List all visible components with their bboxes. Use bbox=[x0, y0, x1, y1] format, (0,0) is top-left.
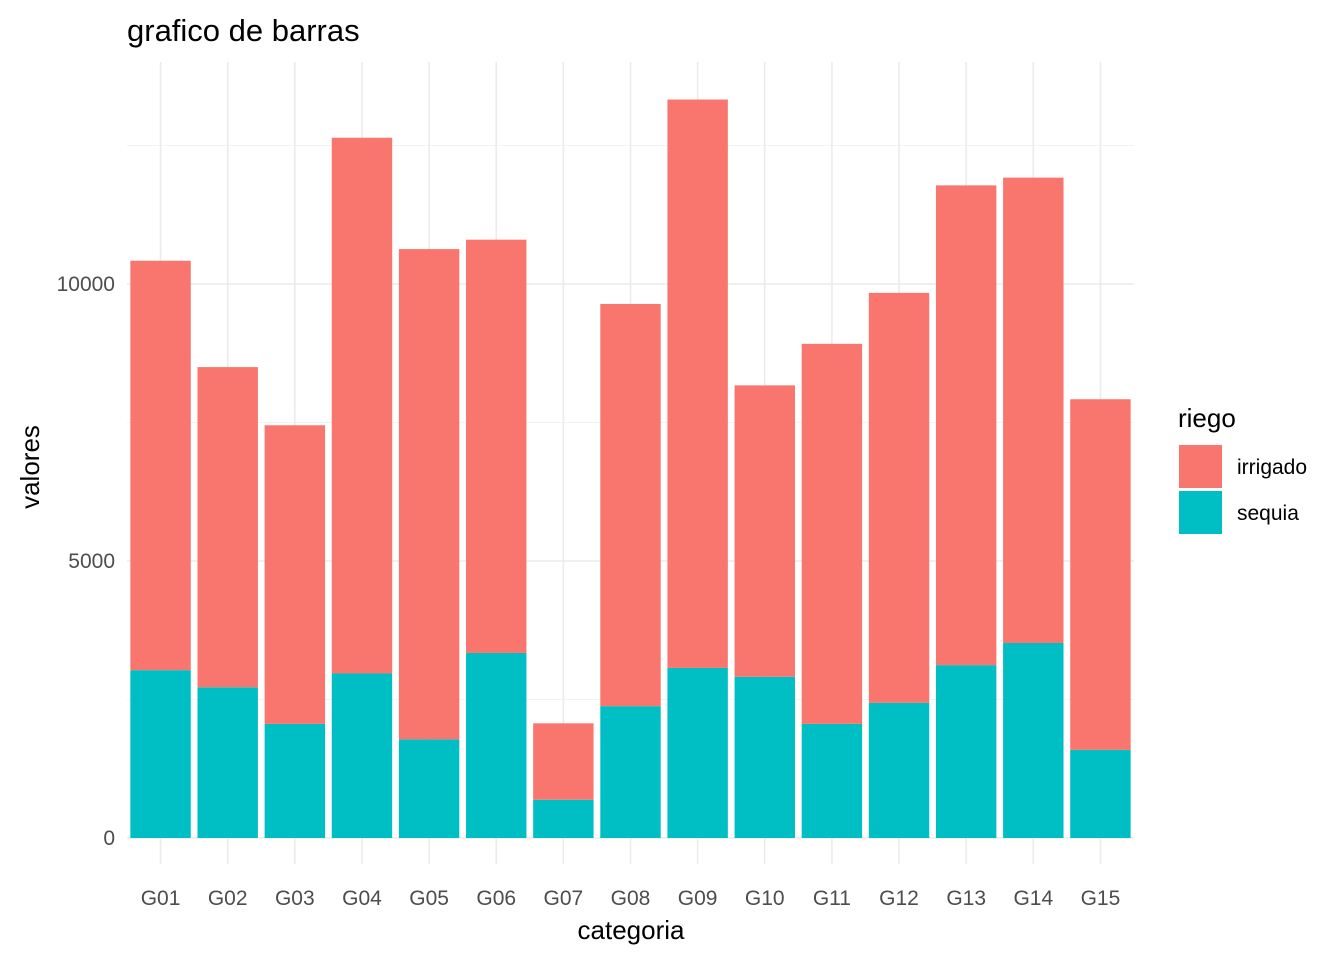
legend-title: riego bbox=[1178, 403, 1236, 433]
y-tick-label: 5000 bbox=[68, 550, 115, 573]
bar-sequia-G01 bbox=[130, 670, 191, 838]
bar-sequia-G14 bbox=[1003, 642, 1064, 838]
legend-key-sequia bbox=[1179, 491, 1222, 534]
bar-irrigado-G08 bbox=[600, 303, 661, 707]
bar-sequia-G09 bbox=[667, 667, 728, 838]
y-tick-label: 10000 bbox=[57, 273, 115, 296]
x-axis-title: categoria bbox=[578, 915, 685, 945]
bar-irrigado-G09 bbox=[667, 99, 728, 668]
bar-sequia-G07 bbox=[533, 799, 594, 838]
x-tick-label: G04 bbox=[342, 887, 382, 910]
bar-irrigado-G06 bbox=[466, 239, 527, 653]
bars bbox=[130, 99, 1131, 838]
x-tick-label: G02 bbox=[208, 887, 248, 910]
x-tick-label: G10 bbox=[745, 887, 785, 910]
bar-irrigado-G12 bbox=[868, 292, 930, 703]
bar-sequia-G08 bbox=[600, 706, 661, 838]
bar-sequia-G11 bbox=[801, 723, 863, 838]
legend-label-irrigado: irrigado bbox=[1237, 456, 1307, 479]
x-tick-label: G05 bbox=[409, 887, 449, 910]
x-tick-label: G01 bbox=[141, 887, 181, 910]
bar-sequia-G05 bbox=[398, 739, 460, 838]
x-tick-label: G14 bbox=[1013, 887, 1053, 910]
y-axis-title: valores bbox=[15, 425, 45, 509]
bar-sequia-G13 bbox=[935, 665, 997, 838]
x-tick-label: G15 bbox=[1081, 887, 1121, 910]
chart-title: grafico de barras bbox=[127, 13, 360, 48]
legend: riego irrigado sequia bbox=[1178, 403, 1307, 534]
bar-irrigado-G10 bbox=[734, 385, 795, 677]
bar-sequia-G12 bbox=[868, 702, 930, 838]
legend-key-irrigado bbox=[1179, 445, 1222, 488]
bar-sequia-G10 bbox=[734, 676, 795, 838]
bar-irrigado-G04 bbox=[331, 137, 393, 674]
x-tick-label: G06 bbox=[476, 887, 516, 910]
bar-irrigado-G13 bbox=[935, 185, 997, 666]
legend-label-sequia: sequia bbox=[1237, 502, 1299, 525]
x-tick-label: G07 bbox=[544, 887, 584, 910]
bar-sequia-G06 bbox=[466, 652, 527, 838]
bar-irrigado-G03 bbox=[264, 425, 326, 724]
bar-irrigado-G07 bbox=[533, 723, 594, 800]
bar-irrigado-G05 bbox=[398, 249, 460, 740]
x-tick-labels: G01 G02 G03 G04 G05 G06 G07 G08 G09 G10 G11 G12 G13 G… bbox=[141, 887, 1121, 910]
y-tick-label: 0 bbox=[103, 827, 115, 850]
x-tick-label: G08 bbox=[611, 887, 651, 910]
bar-sequia-G02 bbox=[197, 687, 258, 838]
x-tick-label: G03 bbox=[275, 887, 315, 910]
bar-irrigado-G11 bbox=[801, 343, 863, 724]
y-tick-labels: 0 5000 10000 bbox=[57, 273, 115, 850]
bar-irrigado-G02 bbox=[197, 367, 258, 688]
bar-irrigado-G15 bbox=[1070, 399, 1131, 750]
x-tick-label: G13 bbox=[946, 887, 986, 910]
x-tick-label: G09 bbox=[678, 887, 718, 910]
bar-irrigado-G14 bbox=[1003, 177, 1064, 643]
x-tick-label: G12 bbox=[879, 887, 919, 910]
bar-irrigado-G01 bbox=[130, 260, 191, 671]
bar-sequia-G03 bbox=[264, 723, 326, 838]
x-tick-label: G11 bbox=[813, 887, 851, 910]
bar-sequia-G04 bbox=[331, 673, 393, 838]
bar-sequia-G15 bbox=[1070, 749, 1131, 838]
